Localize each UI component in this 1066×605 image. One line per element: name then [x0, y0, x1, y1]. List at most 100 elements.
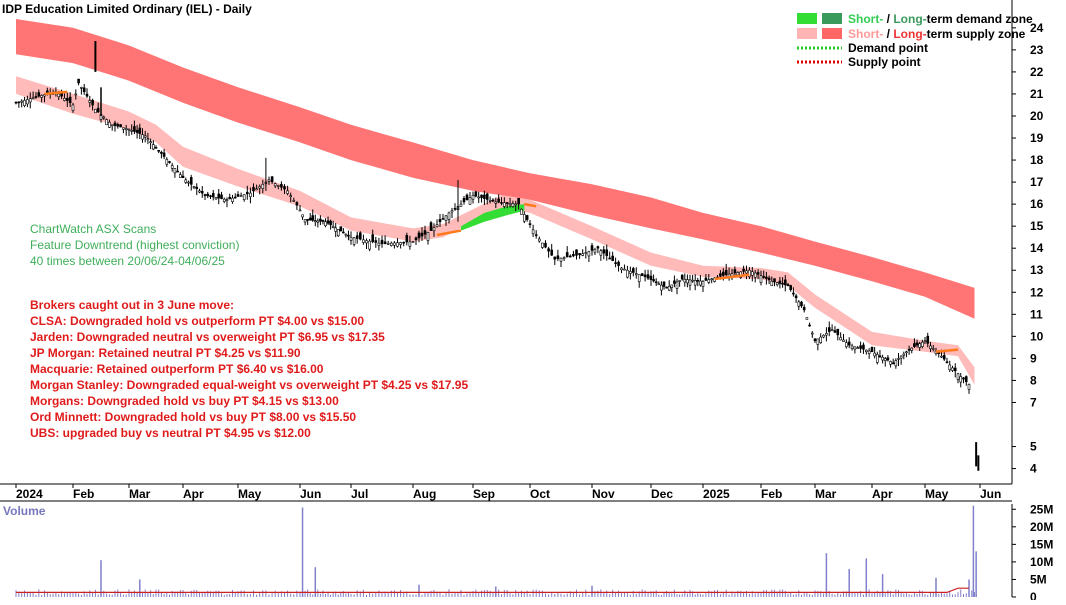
candle-body [575, 249, 578, 256]
y-tick-label: 4 [1030, 462, 1037, 476]
candle-body [80, 87, 83, 89]
candle-body [525, 215, 529, 220]
volume-tick-label: 0 [1030, 590, 1037, 600]
candle-body [173, 168, 177, 174]
y-tick-label: 19 [1030, 131, 1044, 145]
candle-body [894, 360, 898, 367]
candle-body [883, 358, 887, 361]
candle-body [953, 367, 957, 372]
candle-body [617, 261, 620, 266]
candle-body [945, 361, 949, 364]
candle-body [344, 233, 348, 236]
candle-body [873, 352, 876, 357]
broker-line: UBS: upgraded buy vs neutral PT $4.95 vs… [30, 426, 311, 440]
candle-body [116, 124, 120, 127]
volume-tick-label: 15M [1030, 537, 1053, 551]
x-tick-label: Feb [761, 487, 782, 501]
y-tick-label: 8 [1030, 373, 1037, 387]
short-term-demand-zone [461, 204, 525, 231]
candle-body [211, 193, 215, 198]
volume-tick-label: 10M [1030, 555, 1053, 569]
candle-body [805, 317, 809, 320]
x-tick-label: Jun [980, 487, 1001, 501]
legend-demand-point-label: Demand point [848, 41, 928, 55]
candle-body [339, 226, 343, 232]
candle-body [402, 241, 406, 244]
candle-body [830, 329, 834, 332]
candle-body [827, 327, 831, 332]
candle-body [511, 203, 515, 207]
legend: Short- / Long-term demand zone Short- / … [797, 12, 1033, 69]
candle-body [485, 193, 489, 200]
candle-body [331, 226, 335, 228]
x-tick-label: Dec [651, 487, 673, 501]
candle-body [514, 203, 518, 206]
candle-body [334, 227, 338, 232]
legend-supply-point-label: Supply point [848, 55, 921, 69]
y-tick-label: 16 [1030, 197, 1044, 211]
candle-body [82, 87, 86, 93]
candle-body [756, 272, 760, 275]
candle-body [783, 279, 787, 286]
candle-body [429, 222, 433, 231]
candle-body [28, 98, 32, 103]
candle-body [816, 338, 820, 345]
scan-line-1: ChartWatch ASX Scans [30, 222, 156, 236]
scan-annotation: ChartWatch ASX Scans Feature Downtrend (… [30, 222, 239, 268]
candle-body [405, 235, 409, 243]
candle-body [778, 280, 782, 284]
candle-body [870, 346, 874, 353]
candle-body [68, 96, 72, 104]
candle-body [386, 243, 390, 245]
candle-body [444, 215, 448, 221]
candle-body [362, 239, 365, 243]
x-tick-label: Jul [351, 487, 368, 501]
volume-average-line [16, 587, 969, 594]
candle-body [124, 128, 128, 131]
candle-body [239, 195, 243, 197]
candle-body [878, 355, 882, 358]
candle-body [236, 194, 240, 197]
legend-row1-tail: term demand zone [927, 12, 1033, 26]
candle-body [503, 202, 506, 207]
candle-body [408, 241, 412, 247]
candle-body [371, 234, 375, 243]
candle-body [146, 138, 150, 141]
candle-body [203, 194, 207, 196]
candle-body [488, 199, 492, 202]
candle-body [494, 201, 498, 204]
candle-body [775, 282, 779, 285]
candle-body [258, 186, 262, 189]
candle-body [286, 190, 289, 194]
candle-body [942, 355, 946, 360]
y-tick-label: 10 [1030, 329, 1044, 343]
legend-row2-tail: term supply zone [927, 27, 1026, 41]
candle-body [374, 240, 378, 243]
candle-body [819, 336, 823, 343]
supply-point-segment [524, 202, 537, 208]
candle-body [96, 107, 100, 113]
candle-body [301, 214, 304, 218]
candle-body [113, 122, 117, 126]
candle-body [620, 267, 623, 271]
candle-body [520, 208, 523, 215]
candle-body [20, 100, 24, 103]
candle-body [634, 273, 638, 276]
candle-body [789, 285, 793, 291]
x-tick-label: Mar [815, 487, 837, 501]
candle-body [808, 324, 811, 327]
broker-line: Morgan Stanley: Downgraded equal-weight … [30, 378, 468, 392]
legend-row1-short: Short- [848, 12, 883, 26]
candle-body [550, 249, 554, 256]
x-tick-label: Apr [183, 487, 204, 501]
candle-body [765, 276, 768, 279]
candle-body [326, 220, 330, 224]
candle-body [675, 281, 679, 289]
candle-body [667, 286, 671, 291]
y-tick-label: 11 [1030, 307, 1043, 321]
candle-body [959, 376, 963, 383]
candle-body [85, 93, 89, 97]
candle-body [565, 252, 569, 258]
candle-body [899, 355, 903, 359]
